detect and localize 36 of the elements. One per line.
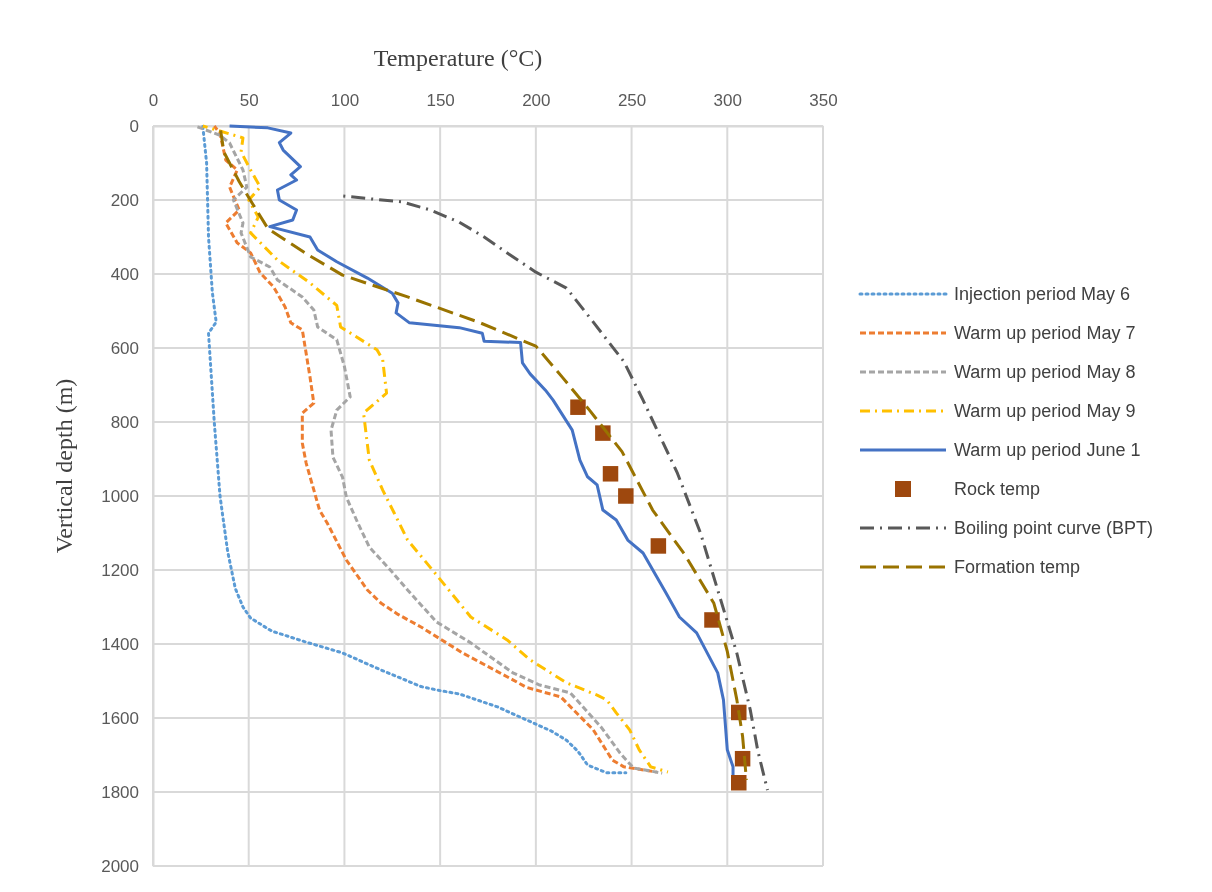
x-axis-title: Temperature (°C): [373, 45, 543, 71]
legend-label: Rock temp: [954, 479, 1041, 499]
point: [570, 399, 586, 415]
y-tick-label: 200: [110, 190, 139, 210]
y-tick-label: 1200: [101, 560, 139, 580]
y-tick-label: 1000: [101, 486, 139, 506]
legend-label: Boiling point curve (BPT): [954, 518, 1154, 538]
y-tick-label: 1800: [101, 782, 139, 802]
legend-label: Warm up period May 8: [954, 362, 1136, 382]
legend-label: Warm up period June 1: [954, 440, 1141, 460]
y-tick-label: 0: [129, 116, 139, 136]
line-series: [341, 194, 769, 792]
legend-label: Warm up period May 7: [954, 323, 1136, 343]
y-axis-title: Vertical depth (m): [51, 378, 77, 554]
x-tick-label: 0: [148, 91, 159, 110]
x-tick-label: 300: [713, 91, 742, 110]
x-tick-label: 100: [330, 91, 360, 110]
point: [602, 466, 619, 482]
point: [650, 538, 667, 554]
x-tick-label: 250: [617, 91, 647, 110]
legend-label: Formation temp: [954, 557, 1081, 577]
y-tick-label: 800: [110, 412, 139, 432]
y-tick-label: 400: [110, 264, 139, 284]
legend-label: Injection period May 6: [954, 284, 1131, 304]
x-tick-label: 150: [426, 91, 455, 110]
y-tick-label: 1600: [101, 708, 139, 728]
x-tick-label: 350: [809, 91, 838, 110]
legend-label: Warm up period May 9: [954, 401, 1136, 421]
y-tick-label: 1400: [101, 634, 139, 654]
point: [731, 775, 747, 791]
x-tick-label: 200: [522, 91, 551, 110]
y-tick-label: 600: [110, 338, 139, 358]
point: [618, 488, 634, 504]
point: [704, 612, 720, 628]
x-tick-label: 50: [239, 91, 259, 110]
y-tick-label: 2000: [101, 856, 139, 876]
